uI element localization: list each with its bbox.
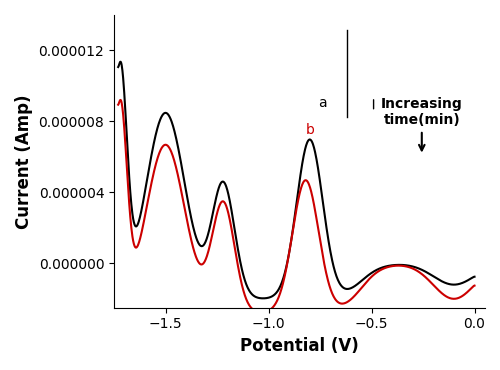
Text: b: b	[306, 123, 314, 137]
Text: a: a	[318, 96, 326, 110]
X-axis label: Potential (V): Potential (V)	[240, 337, 359, 355]
Y-axis label: Current (Amp): Current (Amp)	[15, 94, 33, 229]
Text: Increasing
time(min): Increasing time(min)	[381, 97, 462, 150]
